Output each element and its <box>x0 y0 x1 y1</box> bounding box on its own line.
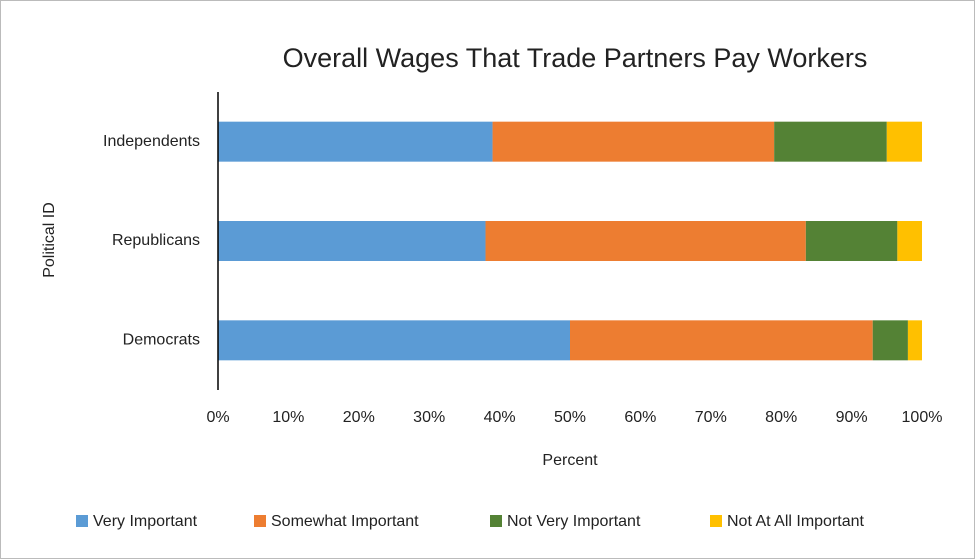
x-tick-label: 80% <box>765 409 797 426</box>
y-axis-title: Political ID <box>41 202 58 278</box>
x-tick-label: 50% <box>554 409 586 426</box>
x-tick-label: 30% <box>413 409 445 426</box>
bar-segment <box>872 320 908 361</box>
bar-segment <box>218 320 570 361</box>
x-tick-label: 40% <box>484 409 516 426</box>
legend-swatch <box>254 515 266 527</box>
x-axis-title: Percent <box>542 452 598 469</box>
bar-segment <box>907 320 922 361</box>
x-tick-label: 90% <box>836 409 868 426</box>
x-tick-label: 10% <box>272 409 304 426</box>
x-tick-label: 20% <box>343 409 375 426</box>
bar-segment <box>774 121 887 162</box>
x-tick-label: 0% <box>206 409 229 426</box>
y-tick-label: Independents <box>103 133 200 150</box>
bar-segment <box>886 121 922 162</box>
x-tick-label: 60% <box>624 409 656 426</box>
legend-label: Not Very Important <box>507 513 641 530</box>
y-tick-label: Republicans <box>112 232 200 249</box>
bar-segment <box>218 221 486 261</box>
bar-segment <box>492 121 775 162</box>
legend-swatch <box>710 515 722 527</box>
legend-label: Very Important <box>93 513 198 530</box>
legend-label: Somewhat Important <box>271 513 419 530</box>
legend-label: Not At All Important <box>727 513 865 530</box>
bar-segment <box>805 221 898 261</box>
chart-title: Overall Wages That Trade Partners Pay Wo… <box>283 43 868 73</box>
bar-segment <box>485 221 806 261</box>
y-tick-label: Democrats <box>123 332 200 349</box>
legend-swatch <box>490 515 502 527</box>
legend-swatch <box>76 515 88 527</box>
x-tick-label: 70% <box>695 409 727 426</box>
bar-segment <box>218 121 493 162</box>
x-tick-label: 100% <box>902 409 943 426</box>
bar-segment <box>897 221 922 261</box>
bar-segment <box>570 320 873 361</box>
